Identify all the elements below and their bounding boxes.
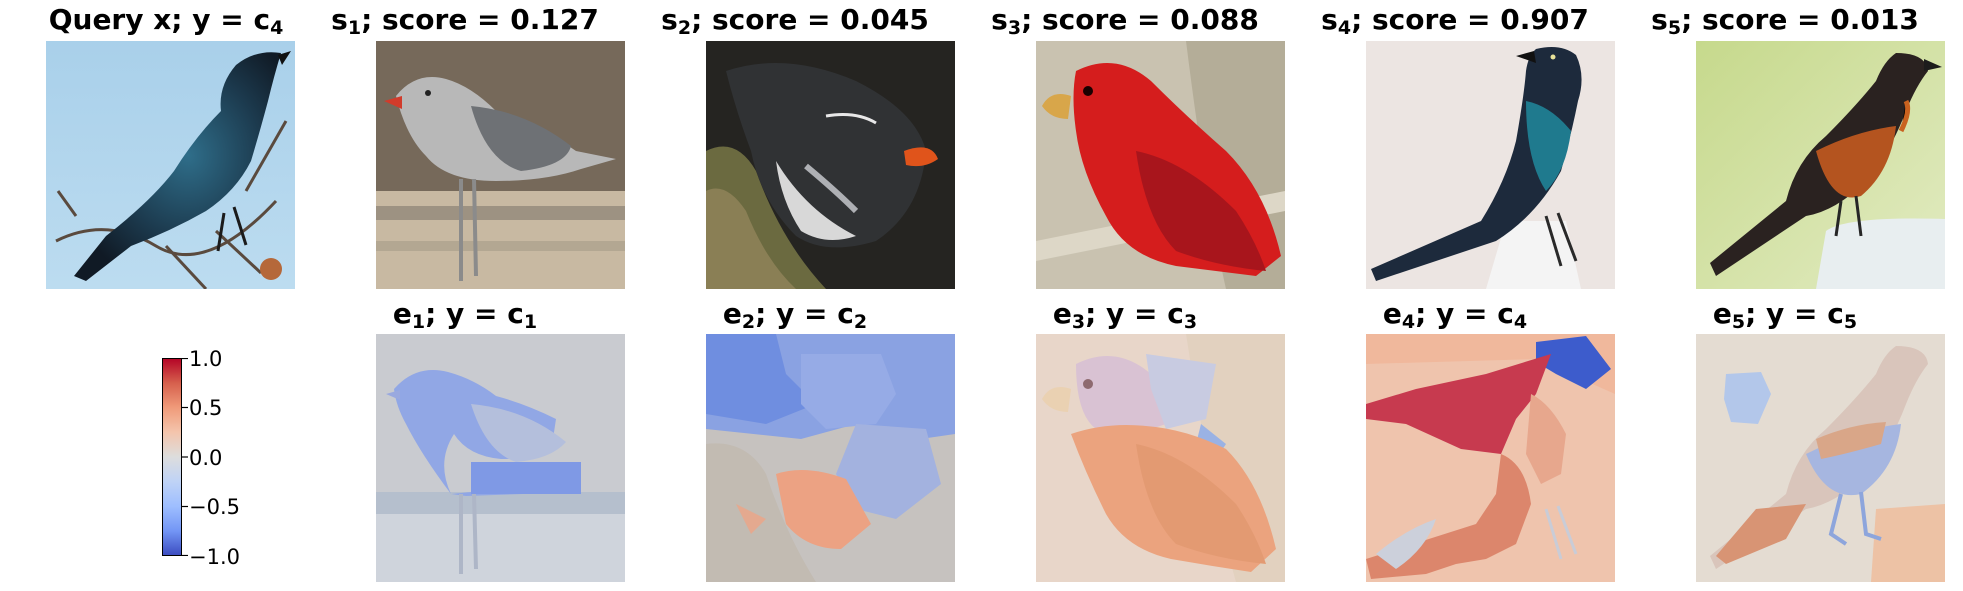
e3-title: e3; y = c3	[960, 297, 1290, 333]
e1-title-suffix: ; y = c	[425, 297, 524, 330]
s3-image	[1036, 41, 1285, 289]
s1-score: ; score = 0.127	[361, 3, 599, 36]
e1-heatmap	[376, 334, 625, 582]
s2-title: s2; score = 0.045	[630, 3, 960, 39]
e5-title-suffix: ; y = c	[1745, 297, 1844, 330]
e2-heatmap	[706, 334, 955, 582]
e3-heatmap	[1036, 334, 1285, 582]
s4-title-subscript: 4	[1337, 17, 1352, 39]
query-title: Query x; y = c4	[1, 3, 331, 39]
colorbar-tick-label: 1.0	[189, 347, 223, 371]
e2-title-suffix: ; y = c	[755, 297, 854, 330]
s1-title-subscript: 1	[347, 17, 362, 39]
s5-score: ; score = 0.013	[1681, 3, 1919, 36]
e2-title-class-subscript: 2	[853, 311, 868, 333]
colorbar-tick-marks	[182, 357, 190, 557]
s4-image	[1366, 41, 1615, 289]
e3-title-class-subscript: 3	[1183, 311, 1198, 333]
s3-title-text: s	[991, 3, 1008, 36]
e4-title-text: e	[1382, 297, 1402, 330]
query-title-text: Query x; y = c	[48, 3, 271, 36]
e1-title: e1; y = c1	[300, 297, 630, 333]
e5-title: e5; y = c5	[1620, 297, 1950, 333]
s2-title-subscript: 2	[677, 17, 692, 39]
e1-title-text: e	[392, 297, 412, 330]
s4-title-text: s	[1321, 3, 1338, 36]
e5-title-subscript: 5	[1731, 311, 1746, 333]
e2-title-subscript: 2	[741, 311, 756, 333]
e4-title-suffix: ; y = c	[1415, 297, 1514, 330]
s2-score: ; score = 0.045	[691, 3, 929, 36]
s5-image	[1696, 41, 1945, 289]
e2-title-text: e	[722, 297, 742, 330]
s3-title: s3; score = 0.088	[960, 3, 1290, 39]
s2-image	[706, 41, 955, 289]
e1-title-subscript: 1	[411, 311, 426, 333]
s1-image	[376, 41, 625, 289]
query-title-subscript: 4	[270, 17, 284, 39]
e3-title-text: e	[1052, 297, 1072, 330]
e5-title-text: e	[1712, 297, 1732, 330]
e4-title-subscript: 4	[1401, 311, 1416, 333]
colorbar-tick-label: 0.0	[189, 446, 223, 470]
e4-title: e4; y = c4	[1290, 297, 1620, 333]
s1-title: s1; score = 0.127	[300, 3, 630, 39]
s2-title-text: s	[661, 3, 678, 36]
colorbar-tick-label: −1.0	[189, 545, 240, 569]
s5-title-subscript: 5	[1667, 17, 1682, 39]
colorbar-gradient	[162, 358, 182, 556]
e3-title-subscript: 3	[1071, 311, 1086, 333]
e2-title: e2; y = c2	[630, 297, 960, 333]
s4-title: s4; score = 0.907	[1290, 3, 1620, 39]
colorbar-tick-label: 0.5	[189, 396, 223, 420]
s3-title-subscript: 3	[1007, 17, 1022, 39]
e3-title-suffix: ; y = c	[1085, 297, 1184, 330]
e4-heatmap	[1366, 334, 1615, 582]
query-image	[46, 41, 295, 289]
s5-title: s5; score = 0.013	[1620, 3, 1950, 39]
s1-title-text: s	[331, 3, 348, 36]
s3-score: ; score = 0.088	[1021, 3, 1259, 36]
colorbar-tick-label: −0.5	[189, 495, 240, 519]
s5-title-text: s	[1651, 3, 1668, 36]
e5-title-class-subscript: 5	[1843, 311, 1858, 333]
e5-heatmap	[1696, 334, 1945, 582]
e4-title-class-subscript: 4	[1513, 311, 1528, 333]
colorbar	[162, 358, 182, 556]
e1-title-class-subscript: 1	[523, 311, 538, 333]
s4-score: ; score = 0.907	[1351, 3, 1589, 36]
